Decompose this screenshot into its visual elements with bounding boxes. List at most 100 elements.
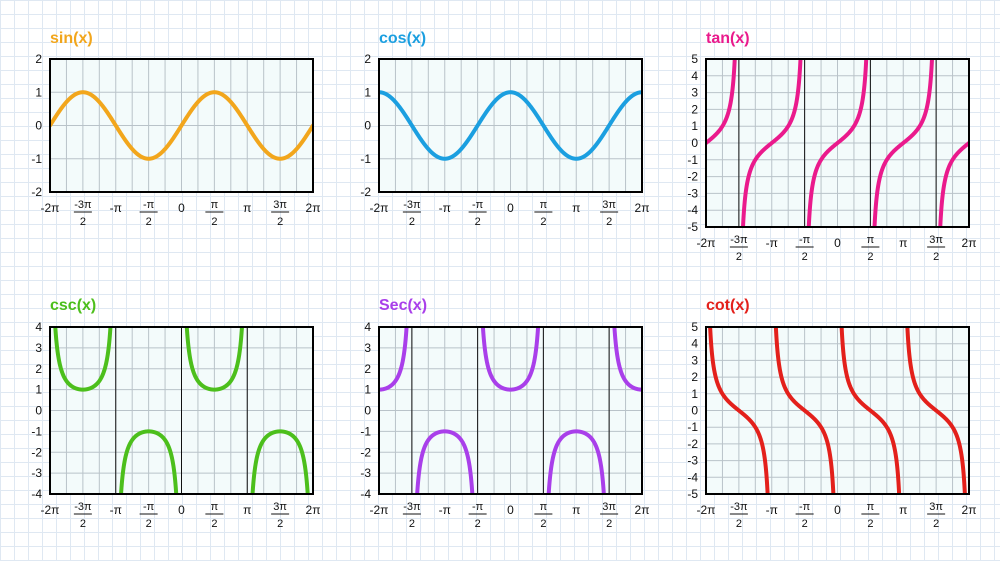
csc-curve xyxy=(184,327,244,392)
csc-xtick-label: 2 xyxy=(146,518,152,530)
csc-xtick-label: 2π xyxy=(306,503,321,517)
sec-curve xyxy=(379,327,409,392)
csc-xtick-label: 2 xyxy=(80,518,86,530)
csc-ytick-label: 4 xyxy=(35,320,42,334)
cot-xtick-label: 0 xyxy=(834,503,841,517)
csc-xtick-label: -π xyxy=(110,503,122,517)
tan-xtick-label: -3π xyxy=(730,234,748,246)
sec-curve xyxy=(612,327,642,392)
tan-curve xyxy=(938,141,969,227)
cot-ytick-label: -2 xyxy=(687,437,698,451)
cot-ytick-label: -5 xyxy=(687,487,698,501)
sin-xtick-label: 0 xyxy=(178,201,185,215)
tan-ytick-label: 3 xyxy=(691,86,698,100)
cos-ytick-label: 1 xyxy=(364,85,371,99)
cot-curve xyxy=(839,327,902,494)
tan-frame xyxy=(705,58,970,228)
tan-curve xyxy=(741,59,803,227)
tan-xtick-label: 2 xyxy=(867,251,873,263)
csc-curve xyxy=(250,429,310,494)
sec-xtick-label: 2 xyxy=(409,518,415,530)
sec-curve xyxy=(546,429,606,494)
cos-xtick-label: 2π xyxy=(635,201,650,215)
tan-ytick-label: -5 xyxy=(687,220,698,234)
cot-xtick-label: 2 xyxy=(867,518,873,530)
csc-ytick-label: 2 xyxy=(35,362,42,376)
csc-ytick-label: 3 xyxy=(35,341,42,355)
cot-ytick-label: 4 xyxy=(691,337,698,351)
sin-xtick-label: -3π xyxy=(74,199,92,211)
cot-grid xyxy=(706,327,969,494)
cot-xtick-label: 2π xyxy=(962,503,977,517)
cos-xtick-label: 2 xyxy=(475,216,481,228)
tan-ytick-label: 5 xyxy=(691,52,698,66)
csc-xtick-label: 3π xyxy=(273,501,287,513)
sin-curve xyxy=(50,90,313,161)
cos-ytick-label: 0 xyxy=(364,119,371,133)
sec-xtick-label: 0 xyxy=(507,503,514,517)
cot-curve xyxy=(708,327,770,494)
tan-xtick-label: 2 xyxy=(802,251,808,263)
tan-xtick-label: 0 xyxy=(834,236,841,250)
tan-ytick-label: 1 xyxy=(691,119,698,133)
tan-ytick-label: -1 xyxy=(687,153,698,167)
sin-ytick-label: -1 xyxy=(31,152,42,166)
tan-xtick-label: 3π xyxy=(929,234,943,246)
tan-xtick-label: -π xyxy=(766,236,778,250)
csc-ytick-label: -3 xyxy=(31,466,42,480)
tan-xtick-label: 2π xyxy=(962,236,977,250)
sec-frame xyxy=(378,326,643,495)
cos-xtick-label: -π xyxy=(472,199,484,211)
csc-ytick-label: -4 xyxy=(31,487,42,501)
cot-xtick-label: -π xyxy=(799,501,811,513)
sec-curve xyxy=(415,429,475,494)
csc-title: csc(x) xyxy=(50,297,96,314)
cot-ytick-label: -3 xyxy=(687,454,698,468)
cot-xtick-label: -2π xyxy=(697,503,716,517)
sin-title: sin(x) xyxy=(50,30,93,47)
sec-ytick-label: 3 xyxy=(364,341,371,355)
sin-xtick-label: π xyxy=(211,199,219,211)
tan-ytick-label: 4 xyxy=(691,69,698,83)
sec-xtick-label: -3π xyxy=(403,501,421,513)
sin-xtick-label: -2π xyxy=(41,201,60,215)
cot-xtick-label: 2 xyxy=(933,518,939,530)
cot-title: cot(x) xyxy=(706,297,750,314)
sin-xtick-label: -π xyxy=(143,199,155,211)
sin-xtick-label: 2 xyxy=(146,216,152,228)
tan-xtick-label: π xyxy=(899,236,907,250)
sin-ytick-label: -2 xyxy=(31,185,42,199)
cos-xtick-label: 2 xyxy=(540,216,546,228)
sin-xtick-label: 2π xyxy=(306,201,321,215)
sec-xtick-label: 2 xyxy=(475,518,481,530)
cot-ytick-label: -1 xyxy=(687,420,698,434)
tan-ytick-label: -4 xyxy=(687,203,698,217)
cot-ytick-label: -4 xyxy=(687,470,698,484)
csc-curve xyxy=(119,429,179,494)
cot-xtick-label: 2 xyxy=(802,518,808,530)
cot-ytick-label: 1 xyxy=(691,387,698,401)
cot-xtick-label: 2 xyxy=(736,518,742,530)
sec-xtick-label: -2π xyxy=(370,503,389,517)
cos-xtick-label: π xyxy=(540,199,548,211)
sin-ytick-label: 1 xyxy=(35,85,42,99)
sec-xtick-label: 2 xyxy=(606,518,612,530)
sec-xtick-label: 2 xyxy=(540,518,546,530)
sin-xtick-label: 2 xyxy=(211,216,217,228)
sin-frame xyxy=(49,58,314,193)
sec-ytick-label: 1 xyxy=(364,383,371,397)
sin-xtick-label: -π xyxy=(110,201,122,215)
csc-xtick-label: π xyxy=(243,503,251,517)
csc-ytick-label: 1 xyxy=(35,383,42,397)
sec-xtick-label: 3π xyxy=(602,501,616,513)
tan-xtick-label: 2 xyxy=(736,251,742,263)
tan-xtick-label: -π xyxy=(799,234,811,246)
sec-ytick-label: -1 xyxy=(360,424,371,438)
sin-xtick-label: 2 xyxy=(80,216,86,228)
sec-xtick-label: -π xyxy=(439,503,451,517)
